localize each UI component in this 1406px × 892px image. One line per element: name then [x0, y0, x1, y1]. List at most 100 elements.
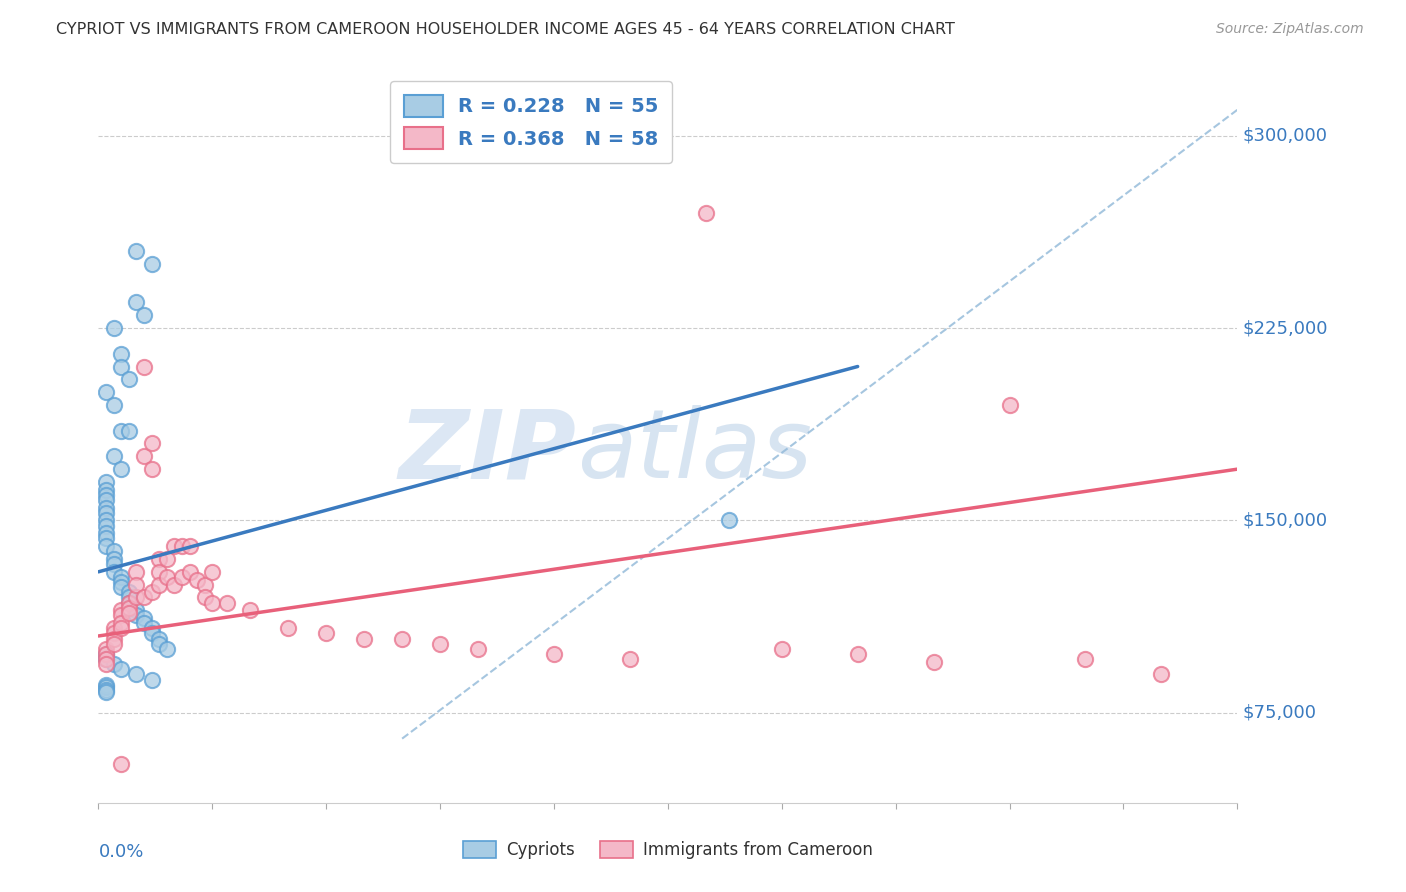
Point	[1150, 667, 1173, 681]
Point	[110, 424, 132, 438]
Point	[201, 565, 224, 579]
Text: atlas: atlas	[576, 405, 811, 499]
Point	[94, 518, 117, 533]
Point	[94, 647, 117, 661]
Point	[103, 657, 125, 672]
Point	[315, 626, 337, 640]
Point	[118, 600, 141, 615]
Point	[156, 570, 179, 584]
Point	[132, 450, 155, 464]
Point	[94, 506, 117, 520]
Point	[103, 552, 125, 566]
Point	[110, 621, 132, 635]
Point	[922, 655, 945, 669]
Point	[94, 681, 117, 695]
Point	[141, 626, 163, 640]
Point	[125, 295, 148, 310]
Point	[170, 539, 193, 553]
Point	[148, 552, 170, 566]
Point	[132, 611, 155, 625]
Point	[94, 647, 117, 661]
Point	[125, 577, 148, 591]
Point	[118, 372, 141, 386]
Point	[132, 591, 155, 605]
Point	[125, 603, 148, 617]
Point	[118, 596, 141, 610]
Point	[163, 539, 186, 553]
Point	[103, 557, 125, 571]
Text: $75,000: $75,000	[1243, 704, 1317, 722]
Point	[148, 632, 170, 646]
Point	[217, 596, 239, 610]
Point	[148, 577, 170, 591]
Point	[277, 621, 299, 635]
Text: CYPRIOT VS IMMIGRANTS FROM CAMEROON HOUSEHOLDER INCOME AGES 45 - 64 YEARS CORREL: CYPRIOT VS IMMIGRANTS FROM CAMEROON HOUS…	[56, 22, 955, 37]
Point	[170, 570, 193, 584]
Point	[156, 641, 179, 656]
Text: Source: ZipAtlas.com: Source: ZipAtlas.com	[1216, 22, 1364, 37]
Point	[103, 398, 125, 412]
Point	[770, 641, 793, 656]
Point	[163, 577, 186, 591]
Point	[186, 573, 208, 587]
Point	[103, 450, 125, 464]
Point	[201, 596, 224, 610]
Point	[543, 647, 565, 661]
Point	[110, 608, 132, 623]
Point	[179, 539, 201, 553]
Point	[110, 757, 132, 772]
Point	[94, 652, 117, 666]
Point	[179, 565, 201, 579]
Point	[110, 603, 132, 617]
Point	[94, 488, 117, 502]
Point	[194, 591, 217, 605]
Legend: Cypriots, Immigrants from Cameroon: Cypriots, Immigrants from Cameroon	[454, 833, 882, 868]
Point	[94, 685, 117, 699]
Point	[94, 526, 117, 541]
Point	[194, 577, 217, 591]
Point	[94, 678, 117, 692]
Point	[148, 637, 170, 651]
Point	[110, 359, 132, 374]
Point	[118, 596, 141, 610]
Point	[94, 483, 117, 497]
Point	[141, 673, 163, 687]
Point	[94, 532, 117, 546]
Point	[132, 616, 155, 631]
Point	[94, 539, 117, 553]
Point	[998, 398, 1021, 412]
Point	[94, 514, 117, 528]
Point	[103, 637, 125, 651]
Point	[1074, 652, 1097, 666]
Point	[94, 475, 117, 489]
Point	[103, 621, 125, 635]
Point	[717, 514, 740, 528]
Point	[94, 492, 117, 507]
Text: $300,000: $300,000	[1243, 127, 1329, 145]
Point	[110, 462, 132, 476]
Point	[103, 565, 125, 579]
Point	[619, 652, 641, 666]
Text: ZIP: ZIP	[399, 405, 576, 499]
Point	[103, 544, 125, 558]
Point	[391, 632, 413, 646]
Point	[103, 626, 125, 640]
Text: $150,000: $150,000	[1243, 511, 1329, 530]
Point	[239, 603, 262, 617]
Point	[118, 585, 141, 599]
Point	[94, 641, 117, 656]
Point	[110, 616, 132, 631]
Point	[125, 244, 148, 258]
Point	[94, 657, 117, 672]
Point	[141, 585, 163, 599]
Text: $225,000: $225,000	[1243, 319, 1329, 337]
Point	[94, 682, 117, 697]
Point	[429, 637, 451, 651]
Point	[132, 308, 155, 322]
Point	[156, 552, 179, 566]
Point	[141, 462, 163, 476]
Point	[467, 641, 489, 656]
Text: 0.0%: 0.0%	[98, 843, 143, 861]
Point	[141, 257, 163, 271]
Point	[94, 385, 117, 400]
